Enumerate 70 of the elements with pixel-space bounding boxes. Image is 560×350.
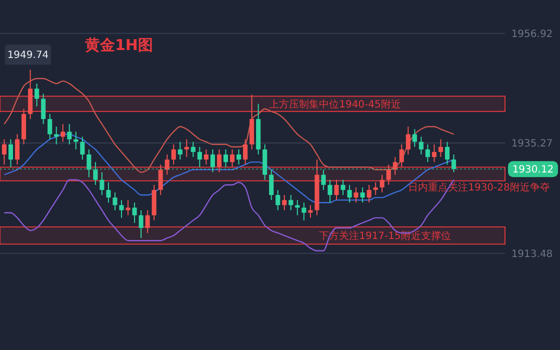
candlestick xyxy=(432,144,436,163)
candlestick xyxy=(8,138,14,168)
candlestick xyxy=(354,186,358,204)
candlestick xyxy=(308,204,313,218)
candlestick xyxy=(399,144,404,168)
candlestick xyxy=(340,179,346,196)
candlestick xyxy=(321,169,326,190)
candlestick xyxy=(158,164,163,196)
candlestick xyxy=(223,148,228,168)
candlestick xyxy=(360,186,365,204)
candlestick xyxy=(80,136,85,160)
candlestick xyxy=(288,194,294,211)
candlestick xyxy=(444,141,450,166)
candlestick xyxy=(302,202,306,221)
candlestick xyxy=(380,174,384,193)
candlestick xyxy=(451,154,456,173)
candlestick xyxy=(164,154,170,176)
candlestick xyxy=(216,148,222,173)
candlestick xyxy=(328,179,332,204)
band-label: 上方压制集中位1940-45附近 xyxy=(269,98,401,110)
y-tick-label: 1935.27 xyxy=(511,138,553,150)
candlestick xyxy=(54,126,59,145)
candlestick xyxy=(86,148,92,178)
candlestick xyxy=(438,138,444,158)
candlestick xyxy=(366,184,372,204)
candlestick xyxy=(295,200,300,216)
candlestick xyxy=(126,200,130,216)
candlestick xyxy=(41,93,46,125)
candlestick xyxy=(282,194,287,211)
y-tick-label: 1956.92 xyxy=(511,28,553,40)
candlestick xyxy=(347,184,352,204)
candlestick xyxy=(132,202,137,224)
candlestick xyxy=(184,138,189,158)
candlestick xyxy=(406,126,410,155)
candlestick xyxy=(190,141,196,158)
candlestick xyxy=(236,148,242,166)
candlestick xyxy=(230,148,235,168)
candlestick xyxy=(418,136,424,155)
candlestick xyxy=(243,138,248,166)
candlestick xyxy=(197,146,202,168)
candlestick xyxy=(386,164,391,186)
candlestick xyxy=(412,128,417,148)
text: 黄金1H图 xyxy=(84,36,153,54)
candlestick xyxy=(112,192,118,211)
candlestick xyxy=(138,210,144,239)
candlestick xyxy=(119,200,124,218)
candlestick xyxy=(48,113,52,140)
candlestick xyxy=(392,156,398,176)
candlestick xyxy=(178,141,182,160)
ref-line-label: 1930.12 xyxy=(512,164,554,176)
candlestick xyxy=(276,189,280,211)
candlestick xyxy=(210,148,215,173)
candlestick xyxy=(145,210,150,234)
candlestick xyxy=(106,182,111,204)
candlestick xyxy=(93,162,98,186)
candlestick xyxy=(60,124,66,142)
candlestick xyxy=(2,138,7,166)
candlestick xyxy=(334,179,339,201)
y-tick-label: 1913.48 xyxy=(511,248,553,260)
candlestick xyxy=(34,83,40,107)
candlestick xyxy=(100,172,104,196)
candlestick xyxy=(67,124,72,145)
candlestick xyxy=(204,148,208,166)
candlestick xyxy=(74,131,78,150)
candlestick xyxy=(171,144,176,166)
candlestick xyxy=(14,134,20,166)
candlestick xyxy=(373,182,378,196)
candlestick xyxy=(425,144,430,163)
candlestick xyxy=(269,169,274,201)
annotation: 1949.74 xyxy=(7,50,49,62)
